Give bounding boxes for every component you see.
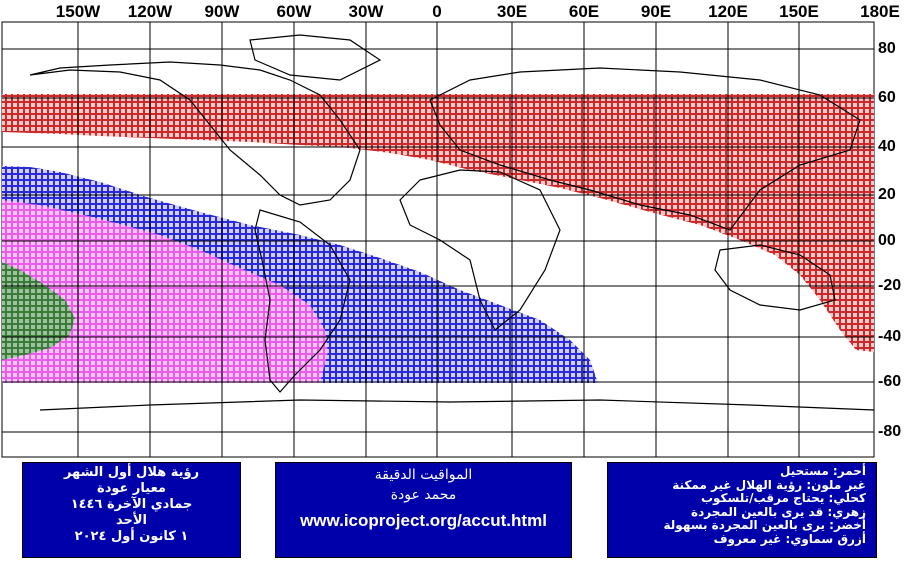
lon-label-60e: 60E <box>568 2 600 21</box>
lat-label-20: 20 <box>878 186 896 203</box>
source-url-link[interactable]: www.icoproject.org/accut.html <box>300 511 547 530</box>
lat-label-00: 00 <box>878 232 896 249</box>
lat-label-minus-20: -20 <box>878 277 902 294</box>
lon-label-30w: 30W <box>348 2 384 21</box>
lon-label-150w: 150W <box>55 2 101 21</box>
info-line: جمادي الآخرة ١٤٤٦ <box>70 497 193 512</box>
lat-label-minus-80: -80 <box>878 423 902 440</box>
legend-item-pink: زهري: قد يرى بالعين المجردة <box>691 504 866 519</box>
lon-label-30e: 30E <box>496 2 528 21</box>
source-title: المواقيت الدقيقة <box>374 467 473 483</box>
source-author: محمد عودة <box>390 487 457 503</box>
info-line: ١ كانون أول ٢٠٢٤ <box>74 529 189 544</box>
lon-label-180e: 180E <box>860 2 900 21</box>
lat-label-60: 60 <box>878 89 896 106</box>
lat-label-minus-60: -60 <box>878 373 902 390</box>
info-line: الأحد <box>115 513 147 528</box>
lon-label-90e: 90E <box>640 2 672 21</box>
legend-item-sky-blue: أزرق سماوي: غير معروف <box>713 531 866 546</box>
lon-label-120e: 120E <box>708 2 748 21</box>
info-panel-date: رؤية هلال أول الشهر معيار عودة جمادي الآ… <box>22 462 241 558</box>
lat-label-80: 80 <box>878 40 896 57</box>
legend-item-navy: كحلي: يحتاج مرقب/تلسكوب <box>700 491 866 505</box>
lat-label-minus-40: -40 <box>878 328 902 345</box>
lon-label-120w: 120W <box>127 2 173 21</box>
lon-label-60w: 60W <box>276 2 312 21</box>
lon-label-150e: 150E <box>779 2 819 21</box>
legend-item-green: أخضر: يرى بالعين المجردة بسهولة <box>663 518 866 532</box>
lon-label-0: 0 <box>432 2 442 21</box>
info-panel-source: المواقيت الدقيقة محمد عودة www.icoprojec… <box>275 462 572 558</box>
legend-panel: أحمر: مستحيل غير ملون: رؤية الهلال غير م… <box>607 462 877 558</box>
info-line: رؤية هلال أول الشهر <box>63 465 200 480</box>
lat-label-40: 40 <box>878 138 896 155</box>
legend-item-red: أحمر: مستحيل <box>779 464 866 478</box>
info-line: معيار عودة <box>97 481 166 496</box>
gridlines <box>2 22 874 457</box>
coastlines <box>29 34 875 411</box>
lon-label-90w: 90W <box>204 2 240 21</box>
legend-item-uncolored: غير ملون: رؤية الهلال غير ممكنة <box>672 477 866 492</box>
